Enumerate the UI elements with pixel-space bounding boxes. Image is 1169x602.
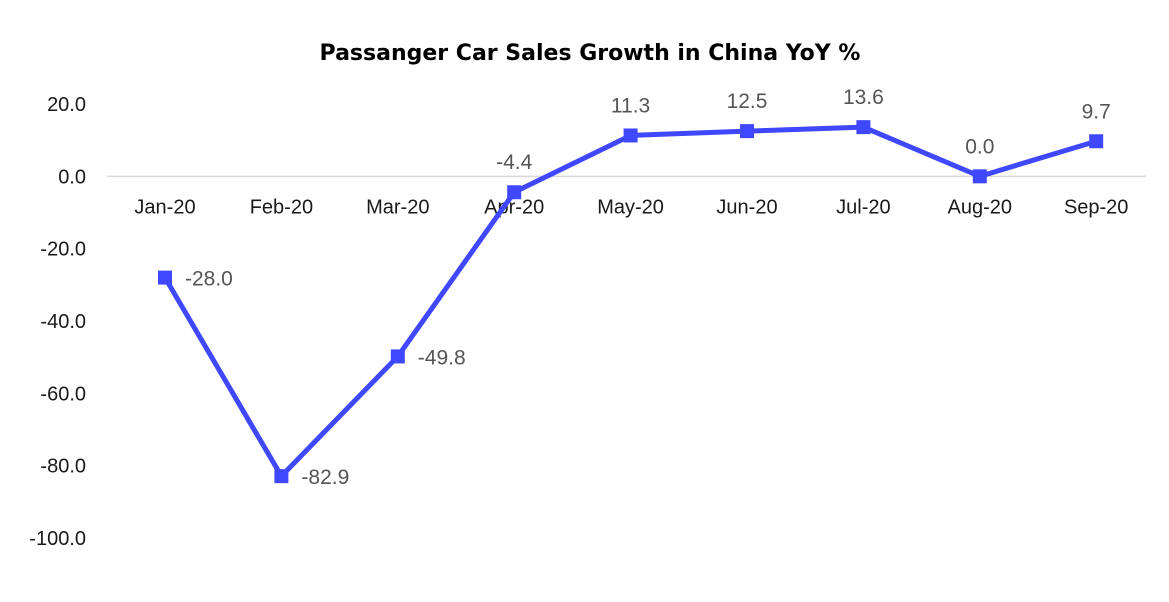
data-point-marker <box>390 349 405 364</box>
x-tick-label: Apr-20 <box>484 196 544 218</box>
y-tick-label: 0.0 <box>58 166 86 188</box>
x-tick-label: Aug-20 <box>948 196 1013 218</box>
x-tick-label: May-20 <box>597 196 664 218</box>
data-point-marker <box>623 128 638 143</box>
x-tick-label: Jan-20 <box>134 196 195 218</box>
series-line <box>162 124 1097 479</box>
data-label: 11.3 <box>611 94 650 117</box>
y-axis: 20.0 0.0 -20.0 -40.0 -60.0 -80.0 -100.0 <box>29 94 86 550</box>
data-label: -82.9 <box>301 466 349 489</box>
y-tick-label: -60.0 <box>40 383 86 405</box>
x-axis: Jan-20 Feb-20 Mar-20 Apr-20 May-20 Jun-20 Jul-… <box>134 196 1128 218</box>
data-label: 0.0 <box>965 135 994 158</box>
y-tick-label: -20.0 <box>40 239 86 261</box>
y-tick-label: 20.0 <box>47 94 86 116</box>
chart-title: Passanger Car Sales Growth in China YoY … <box>320 41 861 66</box>
x-tick-label: Feb-20 <box>250 196 313 218</box>
data-label: -4.4 <box>496 151 533 174</box>
data-point-marker <box>507 185 522 200</box>
data-label: 9.7 <box>1082 100 1111 123</box>
data-point-marker <box>274 469 289 484</box>
series-markers <box>158 120 1104 484</box>
data-point-marker <box>972 169 987 184</box>
x-tick-label: Jul-20 <box>836 196 890 218</box>
data-label: -28.0 <box>185 268 233 291</box>
data-label: -49.8 <box>418 346 466 369</box>
x-tick-label: Sep-20 <box>1064 196 1129 218</box>
y-tick-label: -40.0 <box>40 311 86 333</box>
data-label: 12.5 <box>727 90 768 113</box>
data-labels: -28.0 -82.9 -49.8 -4.4 11.3 12.5 13.6 0.0 9.7 <box>185 86 1111 489</box>
data-label: 13.6 <box>843 86 884 109</box>
data-point-marker <box>158 270 172 285</box>
y-tick-label: -80.0 <box>40 456 86 478</box>
data-point-marker <box>740 124 754 139</box>
data-point-marker <box>856 120 871 135</box>
data-point-marker <box>1089 134 1104 149</box>
y-tick-label: -100.0 <box>29 528 86 550</box>
x-tick-label: Jun-20 <box>716 196 777 218</box>
x-tick-label: Mar-20 <box>366 196 429 218</box>
